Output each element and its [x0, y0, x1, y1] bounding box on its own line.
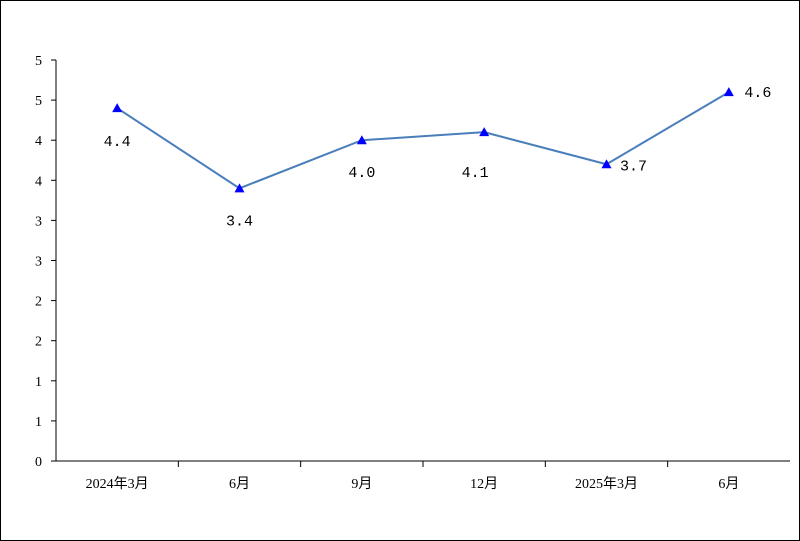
data-point-marker	[601, 159, 612, 169]
y-tick-label: 0	[35, 455, 42, 470]
y-tick-label: 3	[35, 255, 42, 270]
y-tick-label: 4	[35, 134, 42, 149]
x-axis-ticks: 2024年3月 6月 9月 12月 2025年3月 6月	[86, 461, 739, 492]
x-tick-label: 12月	[470, 476, 498, 492]
data-label: 4.1	[462, 165, 489, 182]
y-tick-label: 5	[35, 94, 42, 109]
y-tick-label: 3	[35, 214, 42, 229]
data-point-marker	[234, 183, 245, 193]
data-label: 4.0	[348, 165, 375, 182]
y-tick-label: 5	[35, 54, 42, 69]
x-tick-label: 9月	[351, 476, 372, 492]
series-group	[112, 87, 734, 193]
x-tick-label: 2024年3月	[86, 476, 149, 492]
series-line	[116, 91, 730, 190]
y-axis-ticks: 0 1 1 2 2 3 3 4 4 5 5	[35, 54, 56, 470]
x-tick-label: 6月	[229, 476, 250, 492]
y-tick-label: 4	[35, 174, 42, 189]
y-tick-label: 2	[35, 295, 42, 310]
data-point-marker	[356, 135, 367, 145]
x-tick-label: 6月	[718, 476, 739, 492]
y-tick-label: 1	[35, 415, 42, 430]
y-tick-label: 1	[35, 375, 42, 390]
data-labels: 4.4 3.4 4.0 4.1 3.7 4.6	[104, 85, 772, 230]
x-tick-label: 2025年3月	[575, 476, 638, 492]
data-point-marker	[112, 103, 123, 113]
y-tick-label: 2	[35, 335, 42, 350]
data-point-marker	[723, 87, 734, 97]
data-label: 3.7	[620, 158, 647, 175]
data-point-marker	[479, 127, 490, 137]
data-label: 4.4	[104, 134, 131, 151]
data-label: 4.6	[744, 85, 771, 102]
data-label: 3.4	[226, 213, 253, 230]
